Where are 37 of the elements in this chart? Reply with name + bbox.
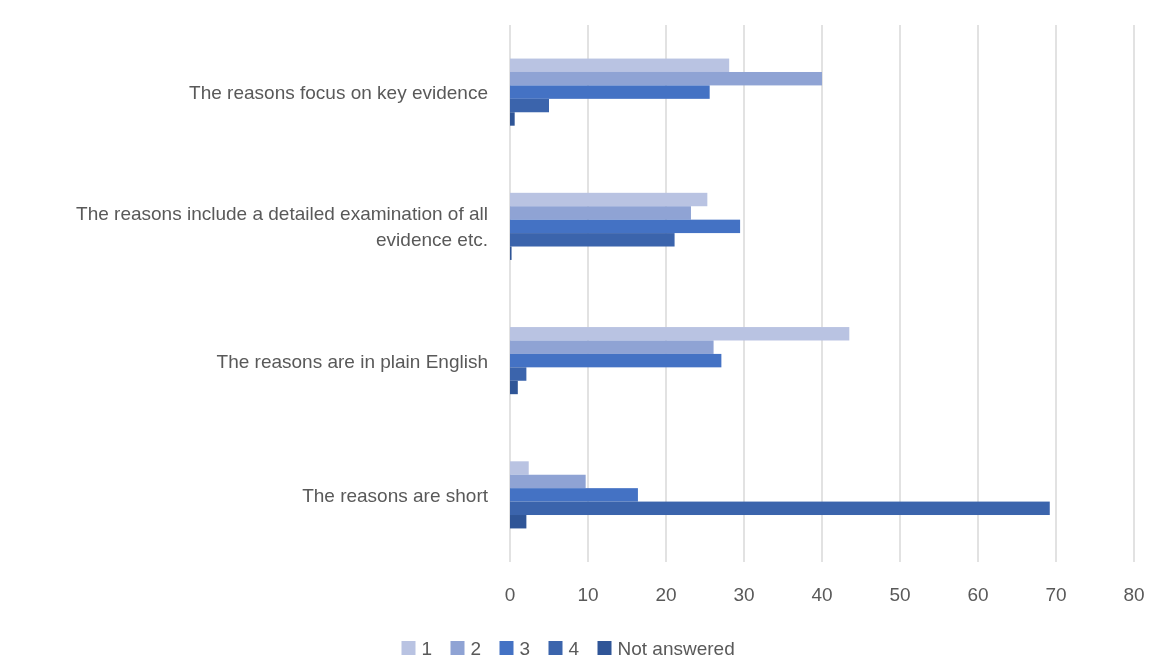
x-tick-label: 0 — [504, 584, 516, 605]
bar — [510, 233, 675, 247]
x-tick-label: 80 — [1123, 584, 1145, 605]
bar — [510, 515, 527, 529]
x-tick-label: 30 — [733, 584, 755, 605]
legend-label: 3 — [519, 638, 531, 656]
y-tick-label: The reasons focus on key evidence — [189, 82, 488, 104]
bar — [510, 474, 586, 489]
legend-label: 4 — [568, 638, 580, 656]
y-tick-label: The reasons are in plain English — [216, 350, 488, 372]
bar — [510, 327, 850, 341]
bar — [510, 85, 710, 99]
x-tick-label: 10 — [577, 584, 599, 605]
bar — [510, 219, 741, 234]
bar — [510, 58, 730, 72]
bar — [510, 192, 708, 207]
legend-label: 2 — [470, 638, 482, 656]
bar — [510, 112, 515, 126]
bar — [510, 206, 691, 220]
x-tick-label: 40 — [811, 584, 833, 605]
x-tick-label: 60 — [967, 584, 989, 605]
x-tick-label: 70 — [1045, 584, 1067, 605]
bar — [510, 367, 527, 381]
bar — [510, 501, 1050, 516]
bar — [510, 380, 518, 395]
x-tick-label: 50 — [889, 584, 911, 605]
bar — [510, 353, 722, 368]
bar — [510, 340, 714, 354]
bar — [510, 488, 638, 502]
bar — [510, 461, 529, 475]
bar — [510, 98, 549, 113]
y-tick-label: The reasons are short — [302, 484, 489, 506]
x-tick-label: 20 — [655, 584, 677, 605]
legend-label: Not answered — [617, 638, 735, 656]
legend-label: 1 — [421, 638, 433, 656]
bar — [510, 71, 822, 86]
y-tick-label: The reasons include a detailed examination of all evidence etc. — [76, 203, 488, 251]
